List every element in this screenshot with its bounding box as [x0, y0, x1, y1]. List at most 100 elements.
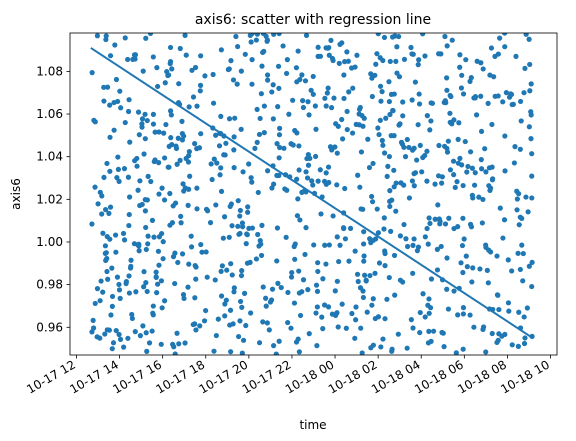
data-point [150, 121, 157, 127]
data-point [165, 72, 171, 79]
data-point [234, 81, 240, 87]
data-point [380, 336, 386, 342]
data-point [186, 261, 192, 267]
data-point [455, 224, 461, 230]
data-point [198, 53, 204, 59]
data-point [457, 52, 463, 58]
data-point [220, 235, 226, 241]
data-point [467, 149, 474, 155]
data-point [428, 118, 434, 124]
data-point [160, 239, 166, 245]
data-point [188, 233, 194, 239]
data-point [268, 297, 275, 303]
data-point [198, 131, 204, 137]
data-point [164, 68, 170, 75]
data-point [218, 47, 224, 53]
data-point [162, 155, 168, 161]
data-point [92, 300, 98, 307]
data-point [488, 185, 494, 191]
data-point [113, 76, 120, 83]
data-point [173, 143, 179, 149]
data-point [288, 274, 295, 280]
data-point [319, 314, 325, 320]
data-point [354, 271, 361, 277]
data-point [145, 173, 151, 179]
data-point [497, 35, 503, 41]
data-point [132, 56, 138, 62]
data-point [163, 121, 169, 128]
data-point [201, 318, 208, 324]
data-point [299, 189, 305, 195]
data-point [113, 327, 119, 334]
data-point [103, 33, 109, 39]
data-point [528, 136, 534, 142]
data-point [417, 329, 423, 336]
data-point [137, 202, 143, 209]
data-point [526, 263, 532, 269]
data-point [314, 288, 321, 294]
data-point [500, 99, 506, 105]
data-point [313, 282, 320, 288]
data-point [188, 244, 195, 250]
data-point [292, 256, 298, 262]
data-point [143, 246, 149, 253]
data-point [449, 121, 455, 127]
data-point [156, 262, 162, 268]
data-point [104, 160, 110, 167]
data-point [440, 330, 446, 336]
data-point [509, 268, 515, 274]
data-point [471, 182, 478, 188]
data-point [471, 324, 477, 330]
data-point [132, 329, 138, 335]
data-point [379, 89, 385, 95]
data-point [248, 310, 254, 316]
data-point [248, 175, 254, 181]
data-point [179, 118, 185, 124]
data-point [264, 320, 270, 326]
data-point [454, 179, 460, 185]
y-tick-label: 0.98 [36, 278, 63, 292]
data-point [284, 187, 290, 193]
data-point [242, 51, 248, 57]
data-point [310, 91, 316, 97]
data-point [452, 184, 458, 191]
data-point [101, 98, 107, 104]
data-point [427, 220, 433, 227]
data-point [261, 130, 267, 136]
data-point [104, 255, 110, 262]
data-point [361, 229, 367, 235]
data-point [197, 323, 203, 329]
data-point [109, 293, 116, 300]
data-point [218, 188, 225, 195]
data-point [186, 104, 192, 110]
data-point [104, 268, 110, 275]
data-point [175, 259, 181, 266]
data-point [472, 170, 478, 176]
data-point [243, 322, 249, 329]
data-point [408, 317, 414, 323]
data-point [500, 235, 506, 241]
data-point [299, 72, 305, 78]
data-point [257, 115, 263, 122]
data-point [528, 109, 534, 115]
data-point [318, 211, 324, 217]
data-point [236, 231, 242, 237]
data-point [271, 181, 277, 187]
data-point [264, 72, 271, 78]
data-point [218, 113, 224, 119]
data-point [436, 51, 442, 57]
data-point [521, 314, 527, 320]
data-point [235, 198, 241, 204]
data-point [460, 346, 466, 352]
data-point [304, 175, 311, 181]
data-point [376, 260, 383, 266]
data-point [126, 290, 132, 296]
data-point [529, 283, 535, 290]
data-point [151, 158, 157, 165]
data-point [218, 165, 224, 171]
data-point [310, 182, 316, 188]
plot-area [89, 33, 535, 355]
data-point [233, 33, 239, 40]
data-point [107, 53, 114, 59]
data-point [360, 294, 367, 301]
